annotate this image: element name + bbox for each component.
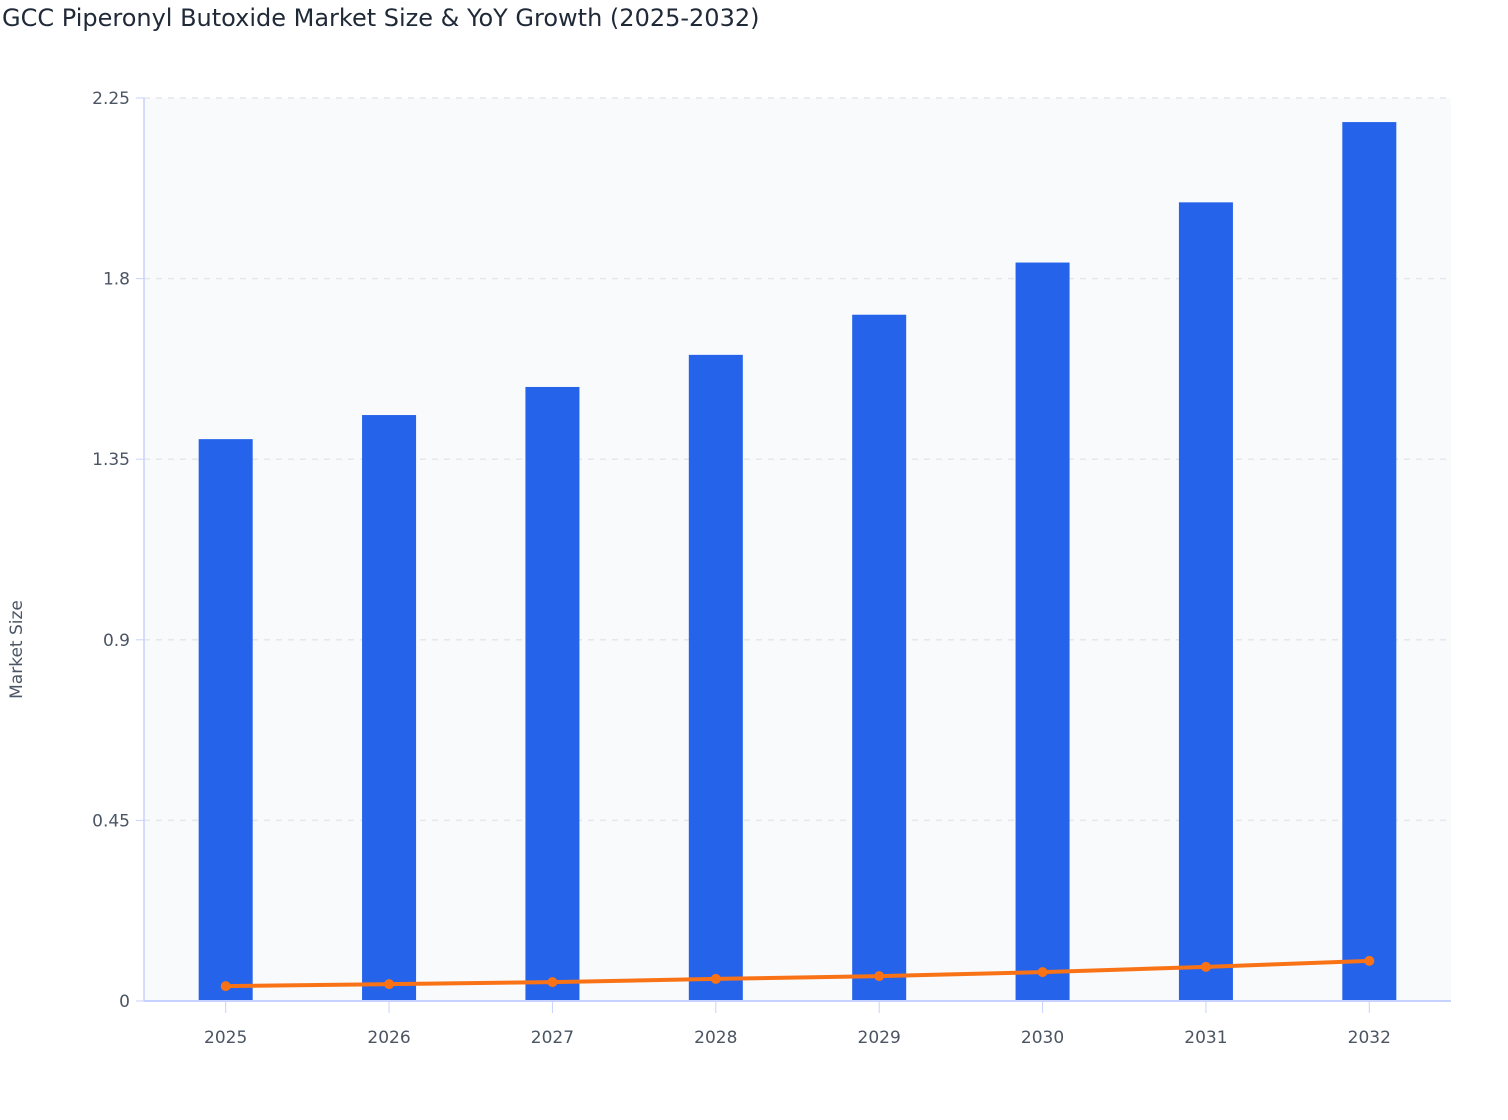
x-tick-label: 2026 (367, 1028, 410, 1048)
x-tick-label: 2027 (531, 1028, 574, 1048)
bar-2032 (1342, 122, 1397, 1001)
bar-2030 (1015, 262, 1070, 1002)
x-tick-label: 2028 (694, 1028, 737, 1048)
x-tick-label: 2025 (204, 1028, 247, 1048)
bar-2027 (525, 386, 580, 1002)
y-tick-label: 0 (119, 992, 130, 1012)
bar-2025 (198, 439, 253, 1002)
growth-point-2025 (220, 981, 231, 992)
y-tick-label: 0.9 (103, 631, 130, 651)
bar-2026 (362, 415, 417, 1001)
x-tick-label: 2031 (1184, 1028, 1227, 1048)
bar-2031 (1178, 202, 1233, 1001)
x-tick-label: 2030 (1021, 1028, 1064, 1048)
y-tick-label: 1.8 (103, 270, 130, 290)
growth-point-2029 (874, 971, 885, 982)
growth-point-2030 (1037, 967, 1048, 978)
y-tick-label: 0.45 (92, 811, 130, 831)
x-tick-label: 2029 (858, 1028, 901, 1048)
plot-background (144, 98, 1451, 1001)
bar-2029 (852, 314, 907, 1002)
growth-point-2031 (1200, 961, 1211, 972)
y-tick-label: 1.35 (92, 450, 130, 470)
growth-line (225, 958, 1370, 989)
x-tick-label: 2032 (1348, 1028, 1391, 1048)
growth-point-2032 (1364, 955, 1375, 966)
chart-title: GCC Piperonyl Butoxide Market Size & YoY… (2, 4, 760, 32)
growth-point-2027 (547, 977, 558, 988)
bar-2028 (688, 354, 743, 1001)
y-axis-label: Market Size (7, 600, 27, 699)
growth-point-2026 (384, 979, 395, 990)
growth-point-2028 (710, 973, 721, 984)
y-tick-label: 2.25 (92, 89, 130, 109)
